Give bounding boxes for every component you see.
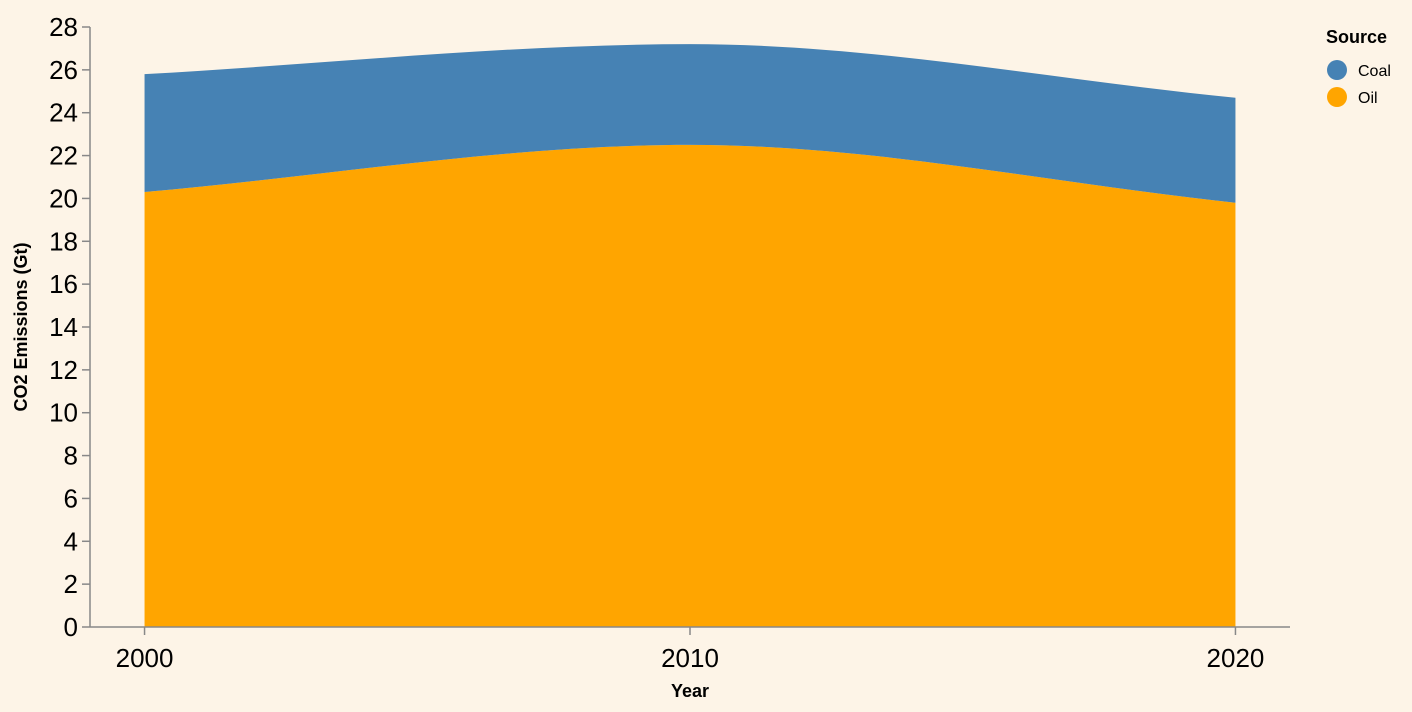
legend-swatch-oil [1327,87,1347,107]
x-tick-label: 2000 [116,643,174,673]
y-tick-label: 0 [64,612,78,642]
legend-label-coal: Coal [1358,63,1391,80]
y-tick-label: 2 [64,569,78,599]
area-coal [144,44,1236,203]
y-tick-label: 12 [49,355,78,385]
area-oil [144,144,1236,627]
y-tick-label: 14 [49,312,78,342]
y-tick-label: 20 [49,183,78,213]
y-axis-title: CO2 Emissions (Gt) [11,242,31,411]
y-tick-label: 22 [49,141,78,171]
y-tick-label: 18 [49,226,78,256]
x-tick-label: 2010 [661,643,719,673]
x-axis-title: Year [671,681,709,701]
legend-title: Source [1326,27,1387,47]
y-tick-label: 28 [49,12,78,42]
legend: Source Coal Oil [1326,27,1391,107]
y-tick-label: 16 [49,269,78,299]
y-tick-label: 10 [49,398,78,428]
x-axis: 2000 2010 2020 [90,626,1290,673]
y-tick-label: 8 [64,441,78,471]
legend-label-oil: Oil [1358,90,1378,107]
areas-layer [144,44,1236,627]
legend-swatch-coal [1327,60,1347,80]
y-tick-label: 4 [64,526,78,556]
x-tick-label: 2020 [1207,643,1265,673]
y-tick-label: 26 [49,55,78,85]
y-tick-label: 24 [49,98,78,128]
y-tick-label: 6 [64,483,78,513]
